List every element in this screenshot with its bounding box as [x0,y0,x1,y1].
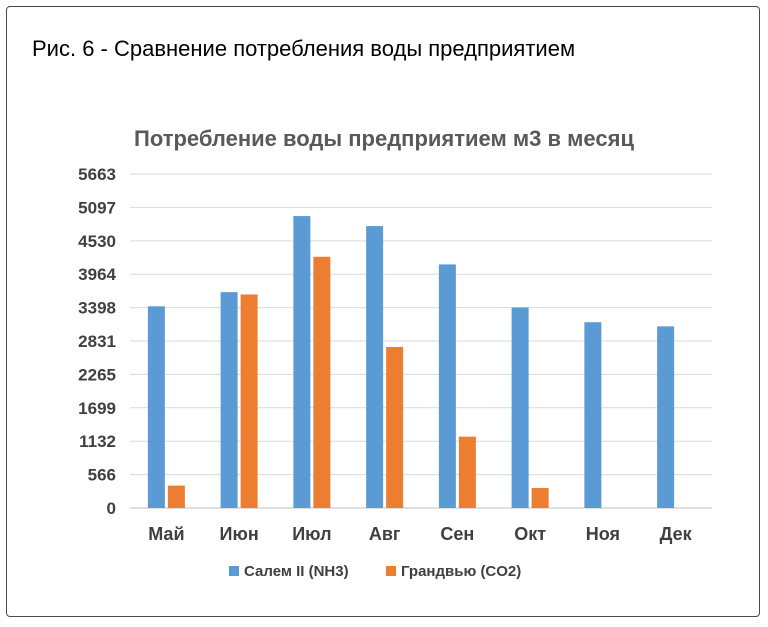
bar-series2-4 [458,436,476,508]
figure-caption: Рис. 6 - Сравнение потребления воды пред… [32,36,576,61]
x-category-label: Сен [440,524,474,544]
bar-series1-2 [293,216,311,508]
legend-swatch [229,566,239,576]
bar-series2-0 [167,485,185,508]
bar-series1-4 [438,264,456,508]
legend: Салем II (NH3) Грандвью (CO2) [229,563,521,580]
x-category-label: Июл [292,524,331,544]
x-category-label: Авг [369,524,401,544]
chart-title: Потребление воды предприятием м3 в месяц [134,126,634,151]
y-axis-ticks: 0 566 1132 1699 2265 2831 3398 3964 4530 5097 5663 [78,165,116,518]
gridlines [130,173,712,509]
y-tick-label: 1132 [79,432,116,451]
legend-label: Салем II (NH3) [244,563,349,580]
y-tick-label: 3398 [78,299,116,318]
bars [147,216,675,509]
bar-series1-3 [366,226,384,509]
x-category-label: Дек [660,524,693,544]
bar-series2-3 [386,346,404,508]
y-tick-label: 4530 [78,232,116,251]
bar-series1-5 [511,307,529,508]
y-tick-label: 566 [88,466,116,485]
y-tick-label: 2265 [78,365,116,384]
bar-series2-2 [313,256,331,508]
x-category-label: Июн [220,524,259,544]
y-tick-label: 5097 [78,198,116,217]
bar-series1-1 [220,292,238,508]
legend-label: Грандвью (CO2) [401,563,521,580]
y-tick-label: 5663 [78,165,116,184]
x-category-label: Май [148,524,184,544]
x-axis-categories: Май Июн Июл Авг Сен Окт Ноя Дек [148,524,692,544]
y-tick-label: 0 [107,499,116,518]
y-tick-label: 2831 [78,332,116,351]
bar-series2-1 [240,294,258,508]
bar-series1-0 [147,306,165,508]
bar-series1-6 [584,322,602,508]
x-category-label: Окт [514,524,546,544]
y-tick-label: 3964 [78,265,116,284]
y-tick-label: 1699 [78,399,116,418]
bar-series1-7 [657,326,675,508]
legend-swatch [386,566,396,576]
x-category-label: Ноя [586,524,620,544]
bar-series2-5 [531,487,549,508]
